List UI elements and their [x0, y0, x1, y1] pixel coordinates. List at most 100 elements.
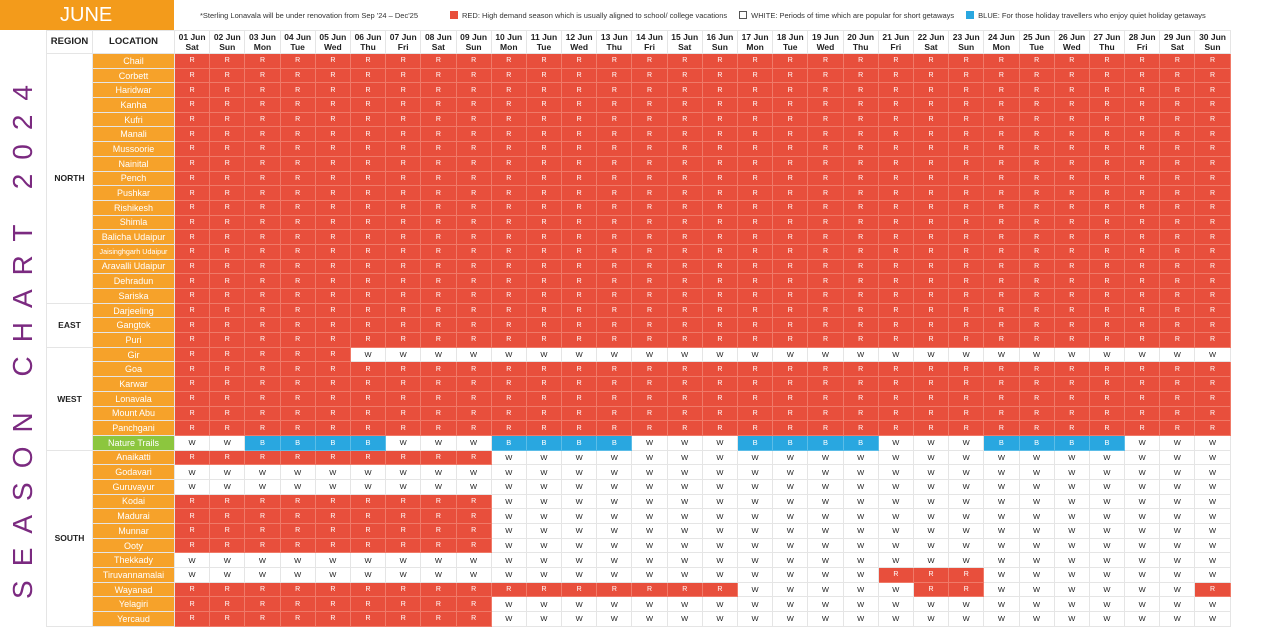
season-cell: R — [842, 273, 879, 289]
season-cell: R — [631, 141, 668, 157]
season-cell: R — [807, 273, 844, 289]
season-cell: W — [736, 611, 774, 627]
location-cell: Chail — [92, 53, 175, 69]
season-cell: R — [490, 214, 527, 231]
season-cell: R — [244, 493, 281, 510]
season-cell: W — [490, 552, 527, 569]
season-cell: R — [1194, 258, 1231, 275]
season-cell: R — [455, 390, 492, 407]
season-cell: R — [772, 126, 809, 143]
season-cell: R — [1018, 141, 1055, 157]
date-label: 29 Jun — [1163, 32, 1191, 42]
season-cell: R — [596, 302, 633, 319]
season-cell: W — [1018, 611, 1055, 627]
date-label: 11 Jun — [530, 32, 558, 42]
season-cell: R — [385, 199, 422, 216]
season-cell: W — [455, 552, 492, 569]
season-cell: R — [420, 361, 457, 378]
date-label: 09 Jun — [460, 32, 488, 42]
season-cell: R — [948, 111, 985, 128]
location-cell: Kanha — [92, 97, 175, 113]
season-cell: R — [912, 420, 950, 436]
season-cell: R — [736, 420, 774, 436]
weekday-label: Wed — [1062, 42, 1081, 52]
season-cell: R — [1018, 126, 1055, 143]
season-cell: R — [1018, 155, 1055, 172]
season-cell: R — [209, 141, 246, 157]
season-cell: R — [1053, 361, 1090, 378]
season-cell: W — [666, 478, 703, 495]
season-cell: W — [561, 493, 598, 510]
season-cell: W — [807, 567, 844, 583]
season-cell: W — [772, 493, 809, 510]
season-cell: R — [279, 258, 316, 275]
season-cell: W — [666, 552, 703, 569]
season-cell: R — [314, 317, 351, 334]
season-cell: R — [1018, 97, 1055, 113]
season-cell: R — [244, 53, 281, 69]
date-header: 15 Jun Sat — [666, 30, 703, 54]
season-cell: W — [948, 434, 985, 451]
season-cell: R — [490, 288, 527, 304]
season-cell: R — [279, 82, 316, 99]
season-cell: W — [525, 552, 563, 569]
season-cell: R — [842, 170, 879, 187]
season-cell: R — [948, 288, 985, 304]
date-label: 15 Jun — [671, 32, 699, 42]
season-cell: W — [209, 478, 246, 495]
season-cell: B — [983, 434, 1020, 451]
season-cell: R — [807, 376, 844, 392]
date-header: 22 Jun Sat — [912, 30, 950, 54]
season-cell: R — [173, 67, 211, 84]
season-cell: W — [666, 596, 703, 613]
season-cell: W — [561, 464, 598, 480]
season-cell: R — [420, 493, 457, 510]
season-cell: R — [279, 581, 316, 598]
season-cell: R — [596, 185, 633, 201]
season-cell: W — [314, 478, 351, 495]
season-cell: R — [1018, 302, 1055, 319]
season-cell: R — [1194, 229, 1231, 245]
season-cell: R — [1194, 390, 1231, 407]
season-cell: W — [1124, 478, 1161, 495]
season-cell: R — [1159, 390, 1196, 407]
season-cell: W — [631, 346, 668, 363]
date-header: 14 Jun Fri — [631, 30, 668, 54]
season-cell: R — [772, 288, 809, 304]
season-cell: W — [1159, 478, 1196, 495]
season-cell: R — [209, 185, 246, 201]
season-cell: R — [1088, 126, 1126, 143]
season-cell: R — [666, 185, 703, 201]
season-cell: R — [877, 390, 914, 407]
season-cell: R — [877, 126, 914, 143]
season-cell: R — [490, 376, 527, 392]
season-cell: R — [385, 302, 422, 319]
season-cell: W — [561, 478, 598, 495]
location-cell: Madurai — [92, 508, 175, 524]
season-cell: R — [666, 405, 703, 422]
season-cell: W — [877, 596, 914, 613]
season-cell: R — [209, 155, 246, 172]
season-cell: R — [666, 170, 703, 187]
season-cell: W — [1194, 537, 1231, 554]
season-cell: R — [1124, 126, 1161, 143]
season-cell: R — [279, 493, 316, 510]
season-cell: R — [1124, 155, 1161, 172]
season-cell: W — [701, 478, 739, 495]
season-cell: R — [877, 332, 914, 348]
season-cell: W — [1194, 567, 1231, 583]
season-cell: R — [1124, 141, 1161, 157]
season-cell: W — [279, 478, 316, 495]
season-cell: R — [244, 185, 281, 201]
season-cell: W — [525, 523, 563, 539]
season-cell: R — [948, 361, 985, 378]
season-cell: R — [314, 581, 351, 598]
season-cell: R — [1018, 390, 1055, 407]
season-cell: W — [772, 611, 809, 627]
season-cell: R — [420, 214, 457, 231]
season-cell: R — [420, 288, 457, 304]
season-cell: W — [1124, 596, 1161, 613]
season-cell: R — [1088, 53, 1126, 69]
date-header: 03 Jun Mon — [244, 30, 281, 54]
season-cell: R — [314, 596, 351, 613]
